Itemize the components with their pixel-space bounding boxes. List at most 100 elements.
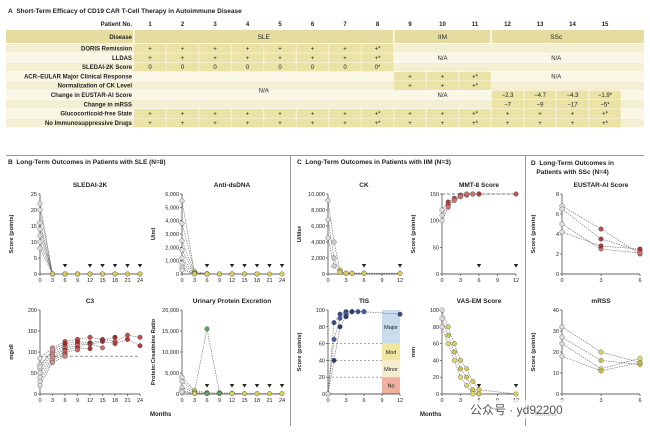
data-point	[397, 270, 403, 276]
patient-number: 8	[376, 22, 380, 28]
table-cell-value: +	[246, 56, 250, 62]
y-tick-label: 0	[34, 392, 37, 398]
table-cell-value: 0	[181, 65, 185, 71]
table-cell	[459, 81, 491, 90]
series-line	[39, 339, 141, 365]
table-cell	[329, 62, 361, 72]
marker-triangle	[361, 264, 367, 268]
marker-triangle	[267, 384, 272, 388]
table-cell-value: +*	[472, 74, 479, 80]
table-cell	[329, 53, 361, 63]
table-cell	[329, 109, 361, 118]
data-point	[343, 314, 349, 320]
x-tick-label: 6	[362, 398, 365, 404]
table-cell-value: +	[408, 112, 412, 118]
x-tick-label: 18	[112, 398, 118, 404]
data-point	[37, 364, 43, 370]
series-line	[561, 208, 641, 252]
table-cell	[166, 109, 199, 118]
y-tick-label: 4,000	[311, 240, 325, 246]
marker-triangle	[112, 264, 118, 268]
x-tick-label: 0	[180, 398, 183, 404]
data-point	[37, 220, 43, 226]
panel-a-letter: A	[8, 8, 13, 15]
series-line	[39, 203, 140, 275]
data-point	[74, 347, 80, 353]
y-tick-label: 0	[556, 392, 559, 398]
panel-d-letter: D	[531, 160, 536, 167]
x-tick-label: 18	[254, 398, 260, 404]
row-label: Change in EUSTAR-AI Score	[51, 93, 133, 99]
table-cell-value: +	[343, 56, 347, 62]
data-point	[559, 324, 565, 330]
data-point	[361, 270, 367, 276]
x-tick-label: 12	[229, 398, 235, 404]
data-point	[476, 391, 482, 397]
y-tick-label: 6,000	[165, 192, 179, 198]
patient-number: 13	[537, 22, 544, 28]
data-point	[37, 374, 43, 380]
band-label: No	[387, 384, 394, 390]
row-label: Glucocorticoid-free State	[60, 112, 132, 118]
data-point	[464, 383, 470, 389]
data-point	[87, 334, 93, 340]
chart-vas-em: VAS-EM Scoremm020406080100036912	[411, 298, 519, 404]
panel-d-title-line1: Long-Term Outcomes in	[539, 160, 614, 167]
data-point	[241, 391, 247, 397]
y-tick-label: 30	[553, 329, 559, 335]
data-point	[62, 341, 68, 347]
data-point	[204, 391, 210, 397]
patient-number: 14	[569, 22, 576, 28]
row-label: Normalization of CK Level	[58, 84, 133, 90]
table-row	[6, 71, 644, 81]
data-point	[331, 320, 337, 326]
y-axis-label: U/ml	[151, 227, 157, 240]
table-cell	[491, 118, 524, 128]
table-cell-value: −17	[567, 102, 578, 108]
data-point	[74, 339, 80, 345]
data-point	[179, 374, 185, 380]
table-cell	[589, 109, 621, 118]
x-tick-label: 3	[459, 278, 462, 284]
data-point	[458, 374, 464, 380]
data-point	[559, 229, 565, 235]
x-tick-label: 9	[218, 278, 221, 284]
table-cell	[296, 53, 329, 63]
table-cell-value: +	[343, 47, 347, 53]
series-line	[327, 200, 400, 274]
series-line	[39, 241, 65, 275]
table-cell	[134, 44, 166, 53]
table-cell-value: +	[408, 84, 412, 90]
table-cell-value: +	[311, 56, 315, 62]
patient-number: 15	[602, 22, 609, 28]
x-tick-label: 6	[63, 398, 66, 404]
table-cell-value: +*	[375, 56, 382, 62]
x-tick-label: 3	[599, 278, 602, 284]
table-cell	[524, 90, 556, 100]
y-tick-label: 100	[430, 219, 439, 225]
panel-c-letter: C	[297, 159, 302, 166]
y-tick-label: 0	[556, 272, 559, 278]
months-label: Months	[150, 412, 172, 418]
row-label: Change in mRSS	[84, 102, 132, 108]
table-cell	[459, 109, 491, 118]
data-point	[559, 334, 565, 340]
y-tick-label: 100	[28, 350, 37, 356]
y-tick-label: 0	[34, 272, 37, 278]
data-point	[112, 271, 118, 277]
table-cell-value: +*	[375, 121, 382, 127]
table-cell-value: 0	[278, 65, 282, 71]
y-tick-label: 50	[31, 371, 37, 377]
marker-triangle	[100, 264, 105, 268]
y-tick-label: 15	[31, 224, 37, 230]
table-cell-value: +	[246, 112, 250, 118]
table-cell	[589, 118, 621, 128]
chart-c3: C3 mg/dl 0 50 100 150 200 0 3 6 9 12 15 18 21 24	[9, 298, 143, 404]
data-point	[476, 387, 482, 393]
chart-title: VAS-EM Score	[457, 298, 502, 305]
series-line	[181, 240, 232, 275]
data-point	[266, 391, 272, 397]
data-point	[137, 334, 143, 340]
row-label: SLEDAI-2K Score	[82, 65, 133, 71]
